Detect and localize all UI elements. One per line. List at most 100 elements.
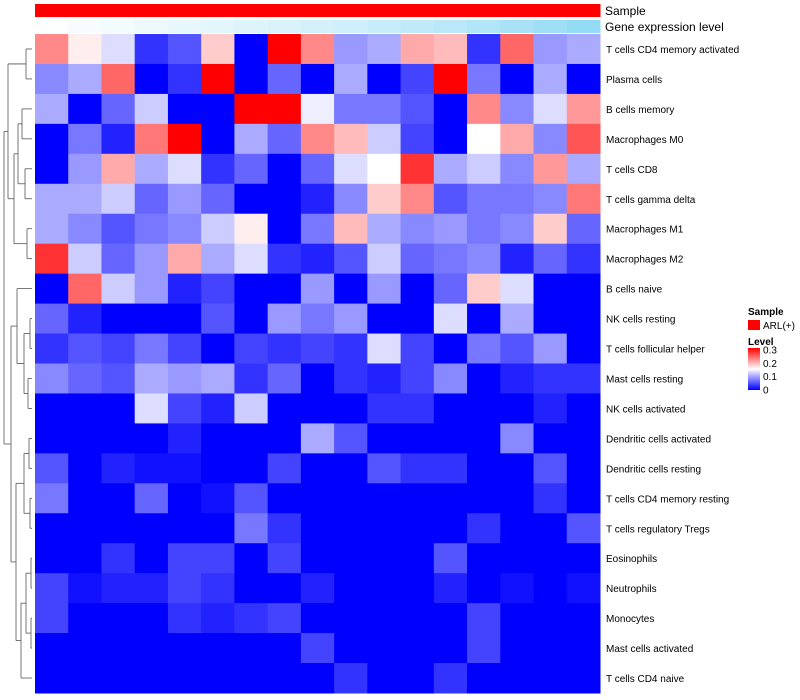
heatmap-cell: [300, 543, 335, 574]
heatmap-cell: [68, 483, 102, 514]
heatmap-cell: [35, 453, 69, 484]
heatmap-cell: [533, 34, 568, 65]
heatmap-cell: [201, 543, 235, 574]
heatmap-cell: [367, 453, 402, 484]
heatmap-cell: [400, 213, 435, 245]
heatmap-cell: [300, 303, 335, 335]
annotation-sample-cell: [300, 4, 335, 17]
heatmap-cell: [400, 333, 435, 364]
heatmap-cell: [467, 123, 501, 155]
heatmap-cell: [533, 273, 568, 305]
heatmap-cell: [433, 363, 468, 394]
annotation-sample-cell: [500, 4, 535, 17]
heatmap-cell: [533, 303, 568, 335]
heatmap-cell: [467, 333, 501, 364]
heatmap-cell: [167, 93, 202, 125]
heatmap-cell: [35, 603, 69, 634]
heatmap-cell: [334, 34, 368, 65]
heatmap-cell: [334, 153, 368, 185]
heatmap-cell: [334, 363, 368, 394]
heatmap-cell: [433, 123, 468, 155]
annotation-sample-cell: [533, 4, 568, 17]
heatmap-cell: [201, 453, 235, 484]
row-label: B cells memory: [606, 105, 674, 116]
heatmap-cell: [134, 183, 169, 215]
heatmap-cell: [134, 333, 169, 364]
heatmap-cell: [367, 213, 402, 245]
heatmap-cell: [234, 633, 269, 664]
row-label: T cells regulatory Tregs: [606, 524, 710, 535]
heatmap-cell: [334, 483, 368, 514]
heatmap-cell: [234, 423, 269, 454]
annotation-sample-cell: [367, 4, 402, 17]
heatmap-cell: [533, 423, 568, 454]
heatmap-cell: [500, 663, 535, 694]
heatmap-cell: [68, 423, 102, 454]
heatmap-cell: [566, 483, 601, 514]
heatmap-cell: [35, 543, 69, 574]
annotation-sample-cell: [334, 4, 368, 17]
heatmap-cell: [68, 183, 102, 215]
heatmap-cell: [566, 123, 601, 155]
annotation-gene-level-cell: [533, 20, 568, 33]
heatmap-cell: [400, 153, 435, 185]
heatmap-cell: [134, 663, 169, 694]
heatmap-cell: [167, 153, 202, 185]
heatmap-cell: [300, 633, 335, 664]
heatmap-cell: [134, 123, 169, 155]
heatmap-cell: [234, 93, 269, 125]
heatmap-cell: [35, 393, 69, 424]
heatmap-cell: [167, 243, 202, 275]
heatmap-cell: [433, 153, 468, 185]
heatmap-cell: [433, 453, 468, 484]
heatmap-cell: [566, 243, 601, 275]
heatmap-cell: [234, 273, 269, 305]
heatmap-cell: [334, 303, 368, 335]
annotation-label: Gene expression level: [605, 20, 724, 34]
heatmap-cell: [101, 483, 136, 514]
heatmap-cell: [101, 34, 136, 65]
heatmap-cell: [367, 393, 402, 424]
heatmap-cell: [101, 393, 136, 424]
heatmap-cell: [35, 483, 69, 514]
row-label: Macrophages M1: [606, 225, 684, 236]
heatmap-cell: [167, 213, 202, 245]
heatmap-cell: [400, 303, 435, 335]
heatmap-cell: [68, 603, 102, 634]
heatmap-cell: [267, 393, 302, 424]
row-label: T cells CD4 naive: [606, 674, 685, 685]
legend-level-title: Level: [748, 337, 774, 348]
heatmap-cell: [134, 213, 169, 245]
heatmap-cell: [467, 93, 501, 125]
heatmap-cell: [134, 603, 169, 634]
heatmap-cell: [467, 513, 501, 544]
heatmap-cell: [433, 273, 468, 305]
heatmap-cell: [134, 513, 169, 544]
heatmap-cell: [566, 213, 601, 245]
heatmap-cell: [467, 483, 501, 514]
annotation-gene-level-cell: [134, 20, 169, 33]
heatmap-cell: [400, 633, 435, 664]
heatmap-cell: [201, 333, 235, 364]
heatmap-cell: [500, 243, 535, 275]
heatmap-cell: [400, 453, 435, 484]
heatmap-cell: [68, 513, 102, 544]
row-label: Mast cells activated: [606, 644, 693, 655]
heatmap-cell: [68, 363, 102, 394]
legend-level-tick-label: 0.3: [763, 346, 777, 357]
heatmap-cell: [201, 573, 235, 604]
heatmap-cell: [367, 34, 402, 65]
annotation-labels: Sample Gene expression level: [605, 4, 724, 34]
heatmap-cell: [533, 243, 568, 275]
annotation-sample-cell: [234, 4, 269, 17]
heatmap-cell: [400, 363, 435, 394]
heatmap-cell: [300, 363, 335, 394]
heatmap-cell: [467, 633, 501, 664]
heatmap-cell: [267, 663, 302, 694]
heatmap-cell: [267, 333, 302, 364]
heatmap-cell: [433, 633, 468, 664]
heatmap-cell: [201, 303, 235, 335]
heatmap-cell: [400, 423, 435, 454]
heatmap-cell: [167, 123, 202, 155]
heatmap-cell: [35, 573, 69, 604]
